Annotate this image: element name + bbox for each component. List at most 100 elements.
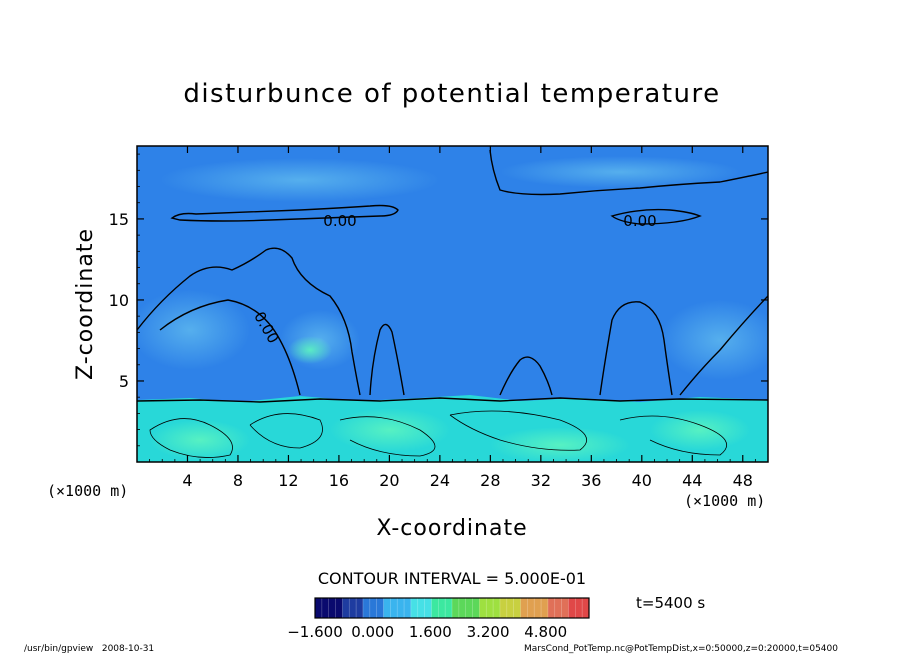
colorbar-cell-35 (554, 598, 562, 618)
colorbar-cell-15 (417, 598, 425, 618)
colorbar-tick-label-0: −1.600 (287, 623, 343, 641)
x-tick-label-7: 32 (531, 471, 551, 490)
colorbar-cell-0 (315, 598, 323, 618)
colorbar-cell-20 (452, 598, 460, 618)
colorbar-cell-8 (369, 598, 377, 618)
colorbar-cell-16 (424, 598, 432, 618)
colorbar-cell-38 (575, 598, 583, 618)
x-unit-label-left: (×1000 m) (47, 482, 128, 500)
colorbar-cell-5 (349, 598, 357, 618)
y-axis-title: Z-coordinate (73, 228, 98, 380)
contour-low-3 (339, 416, 436, 457)
colorbar-cell-30 (520, 598, 528, 618)
x-axis: 4 8 12 16 20 24 28 32 36 40 44 48 (149, 146, 756, 490)
colorbar-tick-label-4: 4.800 (524, 623, 567, 641)
colorbar-cell-28 (506, 598, 514, 618)
x-tick-label-4: 20 (379, 471, 399, 490)
x-tick-label-11: 48 (733, 471, 753, 490)
contour-zero-upper-left (170, 204, 399, 222)
bright-patch-3 (490, 427, 630, 462)
x-tick-label-2: 12 (278, 471, 298, 490)
colorbar-cell-18 (438, 598, 446, 618)
bright-patch-1 (150, 420, 250, 460)
x-tick-label-6: 28 (480, 471, 500, 490)
x-unit-label-right: (×1000 m) (684, 492, 765, 510)
x-tick-label-1: 8 (233, 471, 243, 490)
x-tick-label-10: 44 (682, 471, 702, 490)
contour-interface (137, 397, 768, 403)
colorbar-cell-32 (534, 598, 542, 618)
colorbar-cell-39 (582, 598, 590, 618)
footer-right: MarsCond_PotTemp.nc@PotTempDist,x=0:5000… (524, 644, 838, 654)
pale-patch-top-right (500, 156, 740, 188)
bright-patch-5 (288, 336, 332, 364)
colorbar-tick-label-2: 1.600 (409, 623, 452, 641)
contour-low-4 (449, 410, 587, 451)
contour-low-1 (149, 418, 233, 458)
colorbar-cell-1 (321, 598, 329, 618)
contour-zero-upper-right (489, 149, 768, 196)
x-tick-label-5: 24 (430, 471, 450, 490)
colorbar-cell-9 (376, 598, 384, 618)
colorbar-tick-label-1: 0.000 (351, 623, 394, 641)
colorbar-cell-11 (390, 598, 398, 618)
colorbar (314, 598, 590, 618)
colorbar-cell-26 (493, 598, 501, 618)
contour-low-2 (249, 413, 323, 449)
colorbar-cell-7 (362, 598, 371, 618)
pale-patch-right (660, 300, 768, 380)
contour-low-5 (619, 415, 727, 456)
x-tick-label-0: 4 (182, 471, 192, 490)
y-tick-label-1: 10 (109, 291, 129, 310)
contour-zero-upper-right-2 (610, 208, 702, 225)
contour-zero-dome-inner (159, 299, 301, 396)
contour-label-upper-right: 0.00 (623, 212, 656, 230)
colorbar-cell-6 (356, 598, 364, 618)
contour-interval-label: CONTOUR INTERVAL = 5.000E-01 (318, 569, 586, 588)
chart-title: disturbunce of potential temperature (183, 79, 720, 109)
colorbar-cell-19 (445, 598, 453, 618)
colorbar-frame (314, 597, 590, 619)
contour-label-upper-left: 0.00 (323, 212, 356, 230)
colorbar-cell-4 (342, 598, 350, 618)
y-axis: 5 10 15 (109, 153, 768, 447)
colorbar-cell-31 (527, 598, 535, 618)
time-label: t=5400 s (636, 594, 705, 612)
x-tick-label-8: 36 (581, 471, 601, 490)
colorbar-cell-34 (547, 598, 556, 618)
colorbar-cell-27 (499, 598, 508, 618)
colorbar-cell-17 (431, 598, 439, 618)
colorbar-cell-22 (465, 598, 473, 618)
colorbar-tick-label-3: 3.200 (467, 623, 510, 641)
contour-mid-plume (369, 323, 405, 396)
colorbar-cell-13 (404, 598, 412, 618)
colorbar-cell-2 (328, 598, 336, 618)
colorbar-cell-37 (568, 598, 576, 618)
colorbar-cell-25 (486, 598, 494, 618)
pale-patch-mid-left (137, 290, 250, 370)
bright-patch-2 (330, 408, 450, 452)
colorbar-cell-10 (383, 598, 391, 618)
y-tick-label-0: 5 (119, 372, 129, 391)
colorbar-cell-29 (513, 598, 521, 618)
colorbar-cell-12 (397, 598, 405, 618)
contour-right-plume (599, 301, 673, 396)
colorbar-cell-3 (335, 598, 343, 618)
colorbar-cell-24 (479, 598, 487, 618)
pale-patch-top (160, 158, 440, 202)
footer-left: /usr/bin/gpview 2008-10-31 (24, 644, 154, 654)
colorbar-cell-36 (561, 598, 569, 618)
colorbar-ticks: −1.600 0.000 1.600 3.200 4.800 (287, 623, 567, 641)
colorbar-cell-23 (472, 598, 480, 618)
colorbar-cell-21 (458, 598, 466, 618)
contour-mid-plume-2 (499, 356, 553, 396)
contour-lines (137, 149, 768, 458)
contour-right-edge (679, 295, 768, 396)
x-axis-title: X-coordinate (376, 516, 527, 541)
colorbar-cell-33 (541, 598, 549, 618)
contour-zero-dome (137, 247, 361, 396)
x-tick-label-3: 16 (329, 471, 349, 490)
colorbar-cell-14 (410, 598, 419, 618)
x-tick-label-9: 40 (632, 471, 652, 490)
